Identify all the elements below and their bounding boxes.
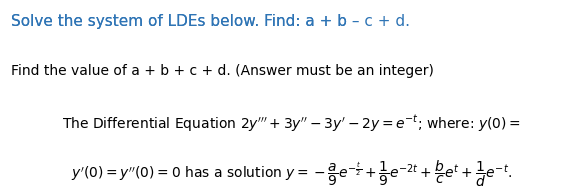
Text: The Differential Equation $2y''' + 3y'' - 3y' - 2y = e^{-t}$; where: $y(0) =$: The Differential Equation $2y''' + 3y'' … xyxy=(62,113,521,134)
Text: Find the value of a + b + c + d. (Answer must be an integer): Find the value of a + b + c + d. (Answer… xyxy=(10,64,434,79)
Text: Solve the system of LDEs below. Find: a + b: Solve the system of LDEs below. Find: a … xyxy=(10,14,347,29)
Text: Solve the system of LDEs below. Find: a + b – c + d.: Solve the system of LDEs below. Find: a … xyxy=(10,14,410,29)
Text: $y'(0) = y''(0) = 0$ has a solution $y = -\dfrac{a}{9}e^{-\frac{t}{2}}+\dfrac{1}: $y'(0) = y''(0) = 0$ has a solution $y =… xyxy=(71,158,512,189)
